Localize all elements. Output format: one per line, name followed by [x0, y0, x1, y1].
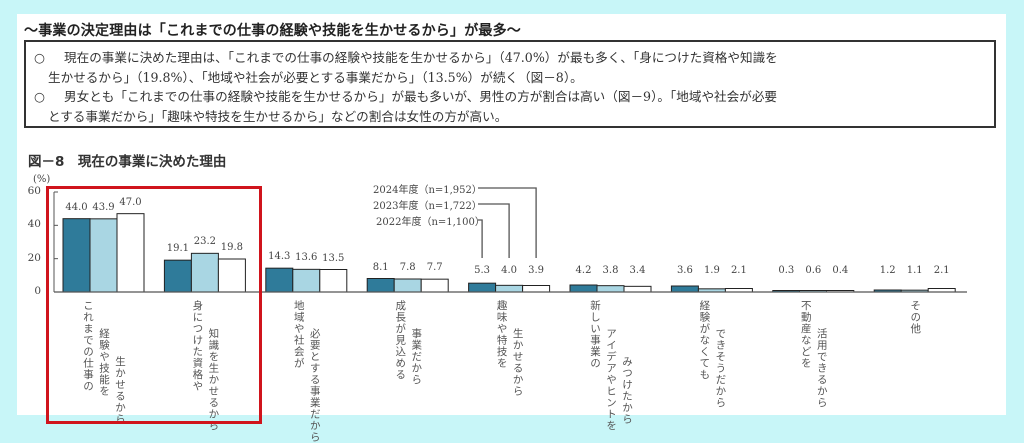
category-label-line: 生かせるから	[114, 356, 126, 425]
bar-value-label: 3.6	[676, 265, 693, 276]
bar	[522, 285, 551, 293]
y-tick-label: 20	[27, 251, 41, 264]
bar-value-label: 1.9	[703, 265, 720, 276]
bar	[319, 269, 348, 293]
legend-leader-line	[478, 203, 510, 258]
category-label: 新しい事業の アイデアやヒントを みつけたから	[588, 300, 633, 432]
page-heading: ～事業の決定理由は「これまでの仕事の経験や技能を生かせるから」が最多～	[24, 23, 521, 39]
bar	[670, 285, 699, 293]
category-label-line: 知識を生かせるから	[207, 328, 220, 432]
summary-text: 生かせるから」（19.8%）、「地域や社会が必要とする事業だから」（13.5%）…	[48, 69, 583, 85]
bar-value-label: 2.1	[730, 265, 747, 276]
bar-value-label: 7.8	[399, 262, 416, 273]
y-tick-label: 0	[34, 285, 41, 297]
category-label-line: できそうだから	[714, 328, 727, 409]
category-label-line: その他	[909, 300, 922, 335]
bar	[596, 285, 625, 293]
y-tick-label: 60	[27, 185, 41, 197]
bar-value-label: 0.6	[805, 265, 822, 276]
category-label-line: 生かせるから	[511, 328, 524, 397]
category-label: 成長が見込める 事業だから	[393, 300, 422, 386]
legend-leader-line	[478, 187, 537, 258]
bar	[265, 267, 294, 293]
category-label-line: 不動産などを	[799, 300, 812, 369]
bar-value-label: 3.4	[629, 265, 646, 276]
bar-value-label: 14.3	[268, 251, 291, 263]
bar	[116, 213, 145, 293]
bar-value-label: 44.0	[65, 201, 88, 213]
category-label-line: 必要とする事業だから	[308, 328, 321, 443]
bar-value-label: 5.3	[474, 265, 491, 276]
bar	[393, 278, 422, 293]
category-label-line: 成長が見込める	[394, 300, 407, 381]
legend-label: 2024年度（n=1,952）	[373, 185, 482, 196]
summary-line-4: とする事業だから」「趣味や特技を生かせるから」などの割合は女性の方が高い。	[34, 107, 986, 127]
category-label: 趣味や特技を 生かせるから	[495, 300, 524, 397]
bar	[569, 284, 598, 293]
bar-value-label: 1.1	[906, 265, 923, 276]
bar	[292, 268, 321, 293]
bullet-icon: ○	[34, 50, 45, 65]
bar	[190, 252, 219, 293]
y-tick-label: 40	[27, 218, 41, 231]
bar	[623, 285, 652, 293]
bar-value-label: 7.7	[426, 262, 443, 274]
summary-text: 現在の事業に決めた理由は、「これまでの仕事の経験や技能を生かせるから」（47.0…	[64, 50, 778, 65]
category-label: 地域や社会が 必要とする事業だから	[292, 300, 321, 443]
category-label: これまでの仕事の 経験や技能を 生かせるから	[81, 300, 126, 425]
category-label-line: 活用できるから	[815, 328, 828, 409]
bar-value-label: 3.8	[602, 265, 619, 276]
category-label-line: 地域や社会が	[292, 300, 305, 369]
bar	[468, 282, 497, 293]
bar-value-label: 19.8	[220, 242, 244, 253]
bar	[495, 284, 524, 293]
category-label: その他	[908, 300, 921, 335]
chart-title: 図－8 現在の事業に決めた理由	[28, 154, 227, 170]
bar-value-label: 13.6	[295, 252, 318, 264]
summary-text: とする事業だから」「趣味や特技を生かせるから」などの割合は女性の方が高い。	[48, 108, 508, 124]
category-label: 経験がなくても できそうだから	[697, 300, 726, 409]
y-axis-unit: (%)	[33, 174, 51, 185]
bar-value-label: 19.1	[166, 243, 190, 255]
summary-text: 男女とも「これまでの仕事の経験や技能を生かせるから」が最も多いが、男性の方が割合…	[64, 89, 778, 104]
bar-value-label: 3.9	[528, 265, 545, 276]
bar	[420, 278, 449, 293]
summary-line-1: ○ 現在の事業に決めた理由は、「これまでの仕事の経験や技能を生かせるから」（47…	[34, 48, 986, 68]
category-label: 身につけた資格や 知識を生かせるから	[190, 300, 219, 432]
bar-value-label: 0.3	[778, 265, 795, 276]
bar-value-label: 8.1	[372, 261, 389, 273]
category-label-line: アイデアやヒントを	[605, 328, 617, 432]
bar-value-label: 0.4	[832, 265, 849, 276]
highlight-box	[46, 186, 262, 424]
bar-value-label: 2.1	[933, 265, 950, 276]
bar	[366, 278, 395, 293]
category-label-line: 経験や技能を	[98, 328, 110, 397]
summary-box: ○ 現在の事業に決めた理由は、「これまでの仕事の経験や技能を生かせるから」（47…	[24, 40, 996, 128]
bar-value-label: 43.9	[92, 201, 115, 213]
category-label-line: 経験がなくても	[698, 300, 711, 381]
bar-value-label: 1.2	[879, 265, 896, 276]
legend-label: 2022年度（n=1,100）	[376, 217, 485, 228]
legend-label: 2023年度（n=1,722）	[373, 201, 482, 212]
category-label-line: みつけたから	[621, 356, 633, 425]
category-label-line: これまでの仕事の	[82, 300, 94, 392]
bar-value-label: 13.5	[322, 252, 345, 264]
category-label-line: 新しい事業の	[589, 300, 601, 369]
bar	[62, 218, 91, 293]
category-label-line: 事業だから	[410, 328, 423, 386]
summary-line-3: ○ 男女とも「これまでの仕事の経験や技能を生かせるから」が最も多いが、男性の方が…	[34, 87, 986, 107]
bar	[217, 258, 246, 293]
bar-value-label: 4.2	[575, 265, 592, 276]
summary-line-2: 生かせるから」（19.8%）、「地域や社会が必要とする事業だから」（13.5%）…	[34, 68, 986, 88]
bullet-icon: ○	[34, 89, 45, 104]
bar-value-label: 47.0	[119, 196, 142, 208]
content-panel	[17, 14, 1006, 415]
category-label: 不動産などを 活用できるから	[799, 300, 828, 409]
bar-value-label: 23.2	[193, 236, 217, 248]
legend-leader-line	[478, 219, 483, 258]
bar-value-label: 4.0	[501, 265, 518, 276]
category-label-line: 趣味や特技を	[495, 300, 508, 369]
category-label-line: 身につけた資格や	[191, 300, 204, 392]
